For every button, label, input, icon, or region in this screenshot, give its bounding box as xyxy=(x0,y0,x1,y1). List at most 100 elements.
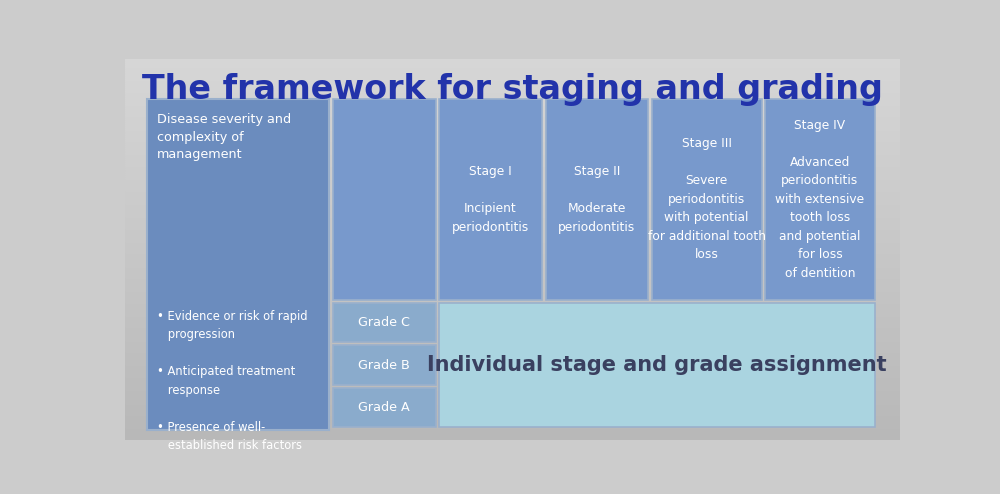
Bar xyxy=(125,82,900,84)
Bar xyxy=(125,153,900,154)
Bar xyxy=(125,141,900,143)
Bar xyxy=(125,382,900,384)
Bar xyxy=(125,419,900,421)
Text: Individual stage and grade assignment: Individual stage and grade assignment xyxy=(427,355,887,375)
Text: Stage IV

Advanced
periodontitis
with extensive
tooth loss
and potential
for los: Stage IV Advanced periodontitis with ext… xyxy=(775,119,864,280)
Bar xyxy=(125,183,900,185)
Bar xyxy=(125,375,900,377)
Text: Disease severity and
complexity of
management: Disease severity and complexity of manag… xyxy=(157,113,291,161)
Bar xyxy=(125,169,900,171)
Bar xyxy=(125,358,900,360)
Bar xyxy=(125,71,900,73)
Bar xyxy=(125,227,900,229)
Bar xyxy=(125,219,900,221)
Bar xyxy=(125,147,900,149)
Bar xyxy=(125,352,900,354)
Text: Stage III

Severe
periodontitis
with potential
for additional tooth
loss: Stage III Severe periodontitis with pote… xyxy=(648,137,766,261)
Bar xyxy=(125,156,900,158)
Bar xyxy=(125,69,900,71)
Bar xyxy=(125,276,900,278)
Bar xyxy=(125,291,900,293)
Bar xyxy=(125,339,900,341)
Bar xyxy=(125,333,900,335)
Bar xyxy=(125,301,900,303)
Bar xyxy=(125,346,900,348)
Bar xyxy=(125,320,900,322)
Bar xyxy=(125,329,900,331)
FancyBboxPatch shape xyxy=(765,99,875,300)
Bar xyxy=(125,370,900,371)
FancyBboxPatch shape xyxy=(333,99,436,300)
Bar xyxy=(125,360,900,362)
Bar xyxy=(125,113,900,115)
Bar xyxy=(125,202,900,204)
Bar xyxy=(125,101,900,103)
Bar xyxy=(125,78,900,80)
Bar xyxy=(125,171,900,173)
Bar xyxy=(125,322,900,324)
Bar xyxy=(125,396,900,398)
Bar xyxy=(125,209,900,211)
Bar xyxy=(125,128,900,129)
Bar xyxy=(125,280,900,282)
Bar xyxy=(125,151,900,153)
Bar xyxy=(125,93,900,95)
Bar xyxy=(125,126,900,128)
Bar xyxy=(125,65,900,67)
Bar xyxy=(125,318,900,320)
Bar xyxy=(125,133,900,135)
Bar xyxy=(125,390,900,392)
Bar xyxy=(125,247,900,249)
FancyBboxPatch shape xyxy=(147,99,329,430)
Bar xyxy=(125,257,900,259)
Bar xyxy=(125,434,900,436)
Bar xyxy=(125,288,900,289)
Bar xyxy=(125,97,900,99)
Bar xyxy=(125,299,900,301)
Bar xyxy=(125,326,900,328)
Bar xyxy=(125,274,900,276)
Bar xyxy=(125,223,900,225)
Bar xyxy=(125,314,900,316)
Bar xyxy=(125,289,900,291)
Bar xyxy=(125,181,900,183)
Bar xyxy=(125,90,900,91)
Bar xyxy=(125,173,900,175)
Bar xyxy=(125,310,900,312)
Bar xyxy=(125,230,900,232)
Bar xyxy=(125,103,900,105)
Bar xyxy=(125,394,900,396)
Bar xyxy=(125,366,900,368)
Bar xyxy=(125,402,900,404)
Bar xyxy=(125,432,900,434)
Bar xyxy=(125,392,900,394)
FancyBboxPatch shape xyxy=(439,99,542,300)
Bar xyxy=(125,261,900,263)
Bar xyxy=(125,99,900,101)
Bar xyxy=(125,75,900,77)
Bar xyxy=(125,422,900,424)
Text: Grade B: Grade B xyxy=(358,359,410,371)
Bar xyxy=(125,417,900,419)
Bar xyxy=(125,217,900,219)
Bar xyxy=(125,162,900,164)
Bar xyxy=(125,408,900,409)
Bar xyxy=(125,249,900,251)
FancyBboxPatch shape xyxy=(333,388,436,427)
Text: Grade A: Grade A xyxy=(358,401,410,414)
Bar xyxy=(125,135,900,137)
Bar xyxy=(125,225,900,227)
Bar xyxy=(125,192,900,194)
Bar xyxy=(125,131,900,133)
Bar xyxy=(125,177,900,179)
Bar xyxy=(125,109,900,111)
Bar xyxy=(125,120,900,122)
Bar xyxy=(125,73,900,75)
Bar xyxy=(125,436,900,438)
Bar xyxy=(125,158,900,160)
Bar xyxy=(125,107,900,109)
Bar xyxy=(125,118,900,120)
Bar xyxy=(125,191,900,193)
Bar xyxy=(125,428,900,430)
Bar xyxy=(125,388,900,390)
